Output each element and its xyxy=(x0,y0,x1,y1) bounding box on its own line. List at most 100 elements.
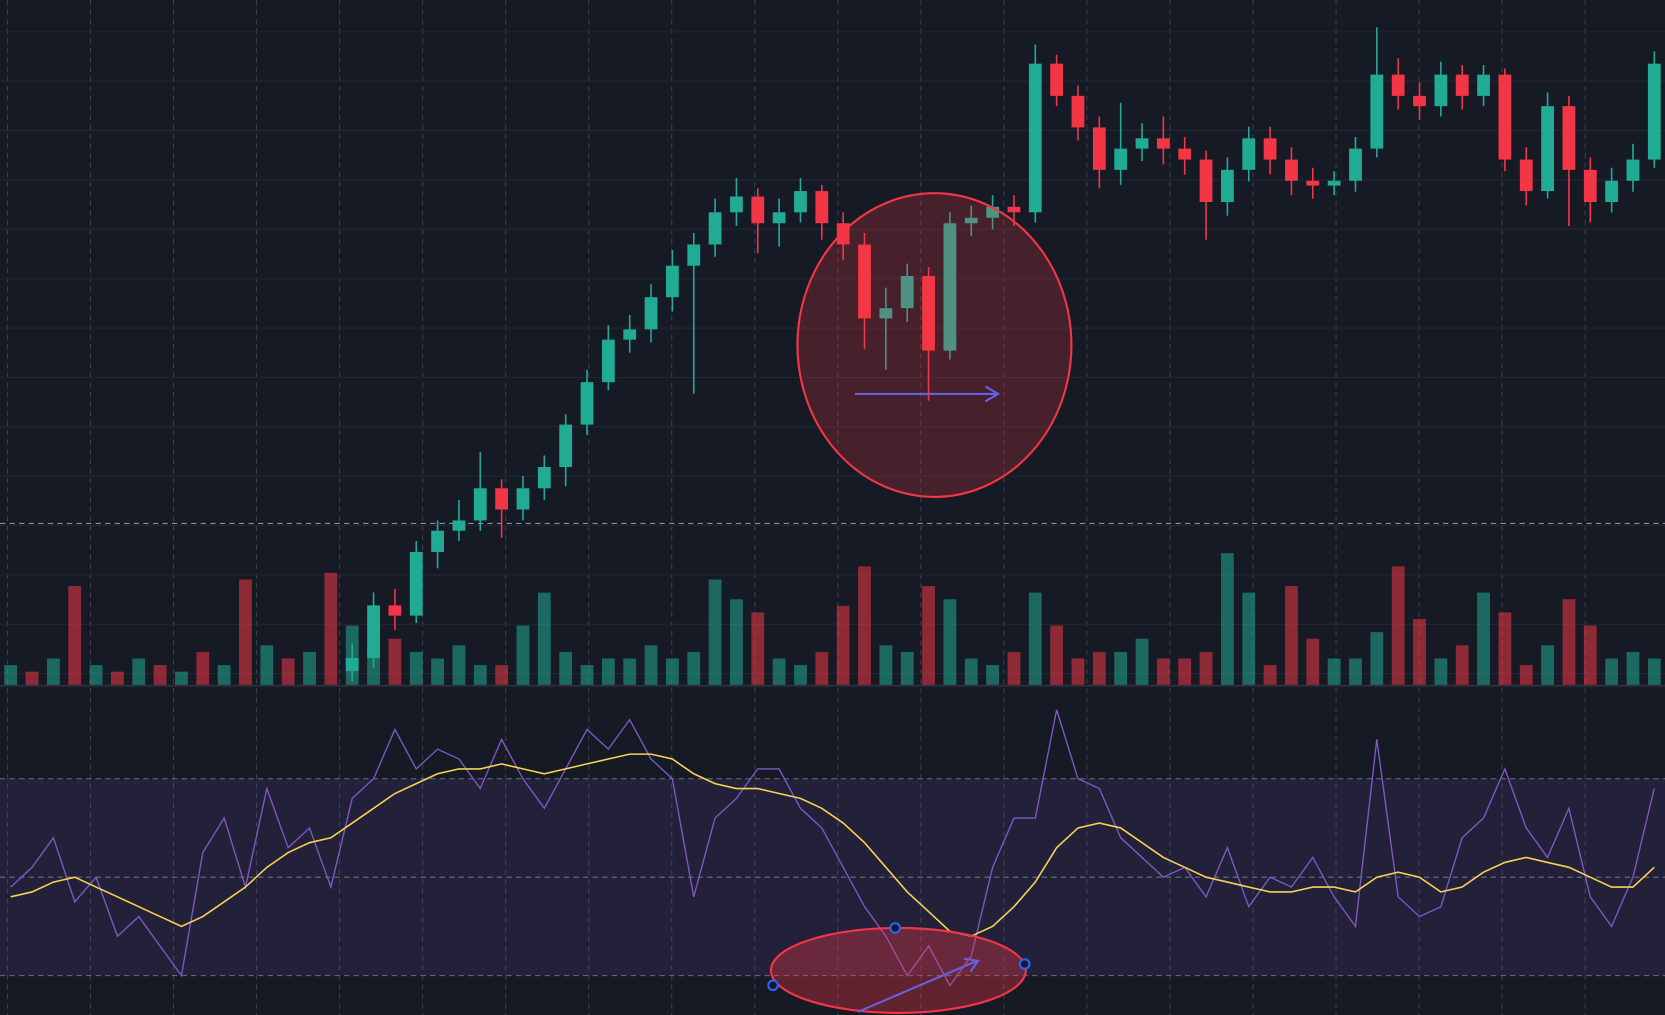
volume-bar xyxy=(964,658,978,685)
volume-bar xyxy=(303,651,316,685)
candle-body xyxy=(986,206,999,218)
volume-bar xyxy=(858,566,871,685)
volume-bar xyxy=(89,665,103,685)
volume-bar xyxy=(1306,638,1320,685)
indicator-line xyxy=(10,709,1655,987)
candle-body xyxy=(708,212,722,245)
volume-bar xyxy=(281,658,295,685)
volume-bar xyxy=(388,638,402,685)
candle-body xyxy=(1156,138,1170,149)
volume-bar xyxy=(751,612,765,685)
candle-body xyxy=(1434,74,1448,107)
candle-body xyxy=(772,212,786,224)
candle-body xyxy=(495,488,509,510)
anchor-point[interactable] xyxy=(767,979,779,992)
volume-bar xyxy=(1541,645,1554,685)
candle-body xyxy=(858,244,871,319)
candle-body xyxy=(644,297,658,330)
volume-bar xyxy=(580,665,594,685)
volume-bar xyxy=(409,651,423,685)
candle-body xyxy=(1092,127,1106,170)
volume-bar xyxy=(452,645,466,685)
candle-body xyxy=(879,308,893,319)
marks xyxy=(0,27,1665,987)
volume-bar xyxy=(537,592,551,685)
volume-bar xyxy=(196,651,210,685)
candle-body xyxy=(473,488,487,521)
volume-bar xyxy=(46,658,60,685)
volume-bar xyxy=(1327,658,1341,685)
candle-body xyxy=(345,658,359,672)
candle-body xyxy=(1263,138,1277,160)
volume-bar xyxy=(794,665,807,685)
volume-bar xyxy=(1178,658,1192,685)
candle-body xyxy=(1349,148,1362,181)
candle-body xyxy=(1626,159,1640,181)
candle-body xyxy=(1562,106,1576,170)
volume-bar xyxy=(25,671,39,685)
volume-bar xyxy=(4,665,18,685)
candle-body xyxy=(1306,180,1320,186)
volume-bar xyxy=(1242,592,1256,685)
volume-bar xyxy=(922,586,935,685)
candle-body xyxy=(666,265,679,298)
candle-body xyxy=(964,217,978,224)
candle-body xyxy=(1285,159,1298,181)
volume-bar xyxy=(1349,658,1362,685)
candle-body xyxy=(1413,95,1426,107)
volume-bar xyxy=(153,665,167,685)
annotation-circle xyxy=(796,192,1073,498)
candle-body xyxy=(1050,63,1064,96)
candle-body xyxy=(751,196,765,224)
candle-body xyxy=(537,467,551,489)
volume-bar xyxy=(516,625,530,685)
arrow-line xyxy=(857,959,978,1013)
candle-body xyxy=(1135,138,1149,149)
volume-bar xyxy=(1370,632,1384,685)
anchor-point[interactable] xyxy=(1018,958,1031,970)
candle-body xyxy=(1178,148,1192,160)
candle-body xyxy=(1327,180,1341,186)
candle-body xyxy=(1391,74,1405,96)
volume-bar xyxy=(1092,651,1106,685)
volume-bar xyxy=(1221,553,1234,685)
candle-body xyxy=(900,275,914,309)
highlight-ellipse xyxy=(769,926,1027,1014)
volume-bar xyxy=(217,665,231,685)
volume-bar xyxy=(1391,566,1405,685)
candle-body xyxy=(1605,180,1619,203)
volume-bar xyxy=(730,599,743,685)
candle-body xyxy=(1199,159,1213,203)
candle-body xyxy=(1242,138,1256,170)
volume-bar xyxy=(644,645,658,685)
candle-body xyxy=(580,382,594,425)
candle-body xyxy=(922,275,935,351)
volume-bar xyxy=(1007,651,1021,685)
candle-body xyxy=(1541,106,1554,192)
volume-bar xyxy=(559,651,573,685)
volume-bar xyxy=(1562,599,1576,685)
candle-body xyxy=(1370,74,1384,149)
candle-body xyxy=(1114,148,1128,170)
volume-bar xyxy=(1028,592,1042,685)
volume-bar xyxy=(1519,665,1533,685)
anchor-point[interactable] xyxy=(889,922,901,934)
candle-body xyxy=(1455,74,1469,96)
volume-bar xyxy=(1071,658,1085,685)
candle-body xyxy=(388,605,402,616)
volume-bar xyxy=(1114,651,1128,685)
volume-bar xyxy=(687,651,701,685)
volume-bar xyxy=(1413,618,1426,685)
volume-bar xyxy=(986,665,999,685)
arrow-head xyxy=(964,957,980,973)
volume-bar xyxy=(1498,612,1512,685)
annotation-oscillator xyxy=(767,922,1031,1014)
volume-bar xyxy=(473,665,487,685)
candle-body xyxy=(1583,169,1597,203)
arrow-head xyxy=(984,385,1001,403)
volume-bar xyxy=(623,658,637,685)
volume-bar xyxy=(879,645,893,685)
volume-bar xyxy=(1455,645,1469,685)
candle-body xyxy=(1498,74,1512,160)
